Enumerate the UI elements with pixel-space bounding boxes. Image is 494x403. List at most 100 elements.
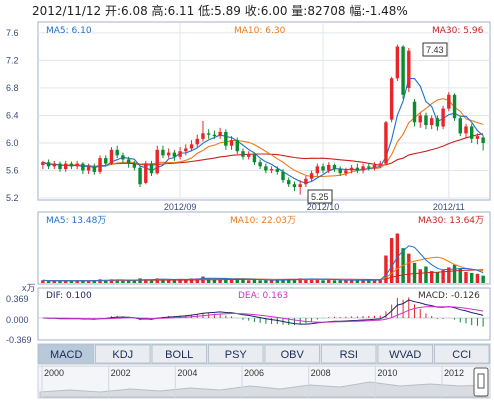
candle-body [138, 167, 142, 185]
candle-body [109, 149, 114, 164]
candle-body [338, 169, 342, 174]
candle-body [201, 133, 205, 139]
volume-bar [86, 281, 91, 283]
volume-ma10-label: MA10: 22.03万 [230, 216, 296, 226]
candle-body [86, 166, 91, 171]
tab-label: KDJ [112, 349, 133, 361]
volume-bar [384, 255, 388, 283]
candle-body [195, 138, 199, 145]
indicator-tabs: MACD KDJ BOLL PSY OBV RSI WVAD CCI [38, 344, 490, 364]
candle-body [155, 149, 159, 174]
tab-label: CCI [452, 349, 471, 361]
macd-indicator [38, 297, 490, 327]
tab-cci[interactable] [434, 344, 490, 364]
timeline-year-label: 2002 [111, 368, 131, 378]
ma10-line [42, 98, 484, 178]
volume-bar [298, 278, 302, 283]
volume-bar [435, 272, 440, 283]
candle-body [98, 158, 102, 172]
volume-bar [407, 253, 411, 283]
candle-body [401, 46, 405, 95]
volume-bar [206, 278, 211, 283]
volume-bar [229, 279, 234, 283]
candle-body [395, 46, 400, 79]
volume-bar [172, 280, 177, 283]
timeline-year-label: 2010 [377, 368, 397, 378]
candle-body [81, 163, 85, 171]
candle-body [355, 167, 360, 171]
candle-body [269, 169, 274, 171]
ma30-line [42, 133, 484, 167]
volume-ma5-label: MA5: 13.48万 [46, 216, 106, 226]
volume-bar [475, 273, 480, 283]
candle-body [389, 78, 394, 120]
candle-body [384, 122, 388, 164]
candle-body [64, 163, 68, 170]
volume-bar [104, 280, 108, 283]
candle-body [298, 184, 302, 187]
candle-body [367, 166, 371, 168]
timeline-year-label: 2006 [244, 368, 264, 378]
candle-body [258, 162, 262, 167]
timeline-range-handle[interactable] [473, 367, 489, 397]
volume-ma5-line [42, 245, 484, 282]
volume-bar [378, 279, 382, 283]
candle-body [264, 166, 268, 171]
price-ma30-label: MA30: 5.96 [432, 26, 484, 36]
candle-body [104, 158, 108, 164]
tab-rsi[interactable] [321, 344, 377, 364]
candle-body [252, 153, 257, 163]
tab-label: BOLL [165, 349, 193, 361]
volume-bar [115, 280, 119, 283]
volume-ma30-label: MA30: 13.64万 [418, 216, 484, 226]
volume-bar [447, 267, 451, 283]
candle-body [166, 152, 171, 156]
volume-ma-lines [42, 245, 484, 282]
low-marker: 5.25 [311, 192, 329, 202]
candle-body [424, 115, 428, 126]
tab-wvad[interactable] [377, 344, 433, 364]
volume-bar [64, 280, 68, 283]
volume-bar [275, 280, 280, 283]
candle-body [441, 108, 445, 127]
candle-body [407, 50, 411, 88]
volume-bar [52, 280, 57, 283]
candle-body [178, 151, 182, 157]
volume-bar [287, 279, 291, 283]
tab-obv[interactable] [264, 344, 320, 364]
volume-bar [349, 280, 354, 283]
candle-body [92, 166, 97, 172]
candle-body [115, 149, 119, 156]
candles [41, 44, 485, 195]
candle-body [309, 173, 314, 179]
candle-body [292, 184, 297, 187]
volume-bar [344, 280, 348, 283]
volume-bar [418, 269, 422, 283]
candle-body [206, 133, 211, 135]
tab-psy[interactable] [208, 344, 264, 364]
volume-bar [224, 278, 228, 283]
price-axis: 7.6 7.2 6.8 6.4 6.0 5.6 5.2 [6, 28, 19, 203]
candle-body [172, 152, 177, 157]
tab-label: OBV [281, 349, 305, 361]
date-tick-label: 2012/10 [307, 202, 340, 212]
candle-body [475, 136, 480, 139]
candle-body [52, 163, 57, 167]
candle-body [229, 140, 234, 146]
timeline-year-label: 2008 [311, 368, 331, 378]
volume-bar [292, 279, 297, 283]
date-tick-label: 2012/11 [433, 202, 465, 212]
volume-unit-label: x万 [22, 283, 36, 293]
candle-body [235, 140, 239, 152]
tab-kdj[interactable] [95, 344, 151, 364]
quote-header: 2012/11/12 开:6.08 高:6.11 低:5.89 收:6.00 量… [32, 4, 408, 18]
tab-macd[interactable] [38, 344, 94, 364]
tab-label: PSY [225, 349, 248, 361]
high-marker-box [422, 42, 448, 57]
volume-bar [464, 272, 468, 283]
tab-boll[interactable] [151, 344, 207, 364]
volume-bar [218, 279, 222, 283]
candle-body [46, 162, 51, 167]
candle-body [224, 131, 228, 146]
